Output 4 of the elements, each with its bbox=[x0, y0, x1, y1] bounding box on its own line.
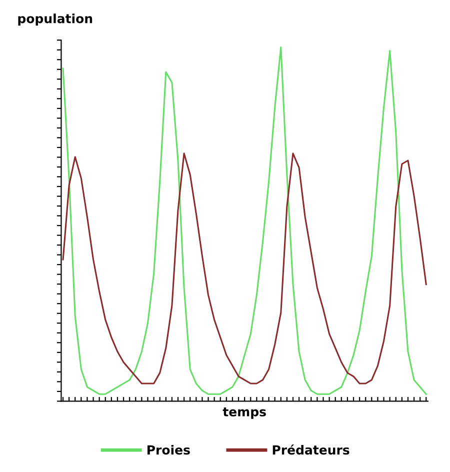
legend-label: Proies bbox=[148, 444, 190, 455]
x-axis-title: temps bbox=[222, 407, 266, 419]
legend-label: Prédateurs bbox=[272, 444, 350, 455]
y-axis-title: population bbox=[18, 14, 92, 26]
